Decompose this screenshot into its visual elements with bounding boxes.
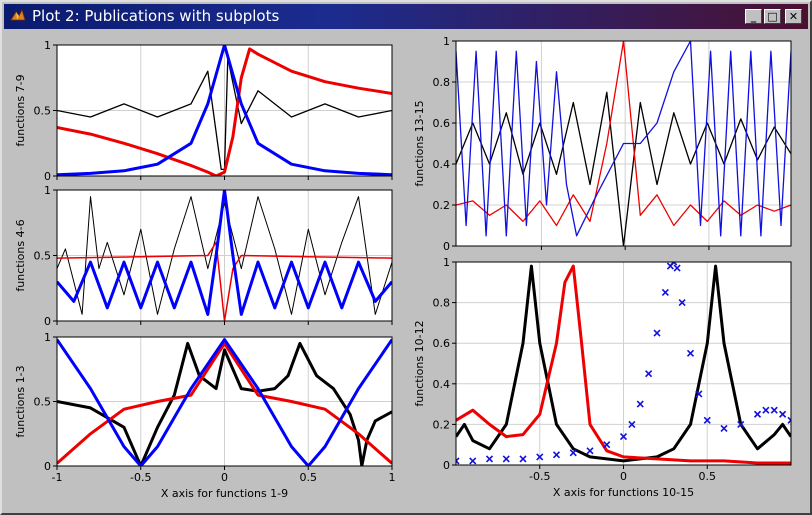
x-marker bbox=[661, 288, 669, 297]
x-marker bbox=[695, 390, 703, 398]
x-marker bbox=[787, 416, 791, 424]
close-button[interactable]: ✕ bbox=[785, 9, 802, 24]
x-marker bbox=[636, 400, 644, 408]
matlab-logo-icon bbox=[10, 8, 26, 21]
x-marker bbox=[653, 329, 661, 337]
series-2-line bbox=[57, 338, 392, 466]
series-group bbox=[57, 190, 392, 321]
series-group bbox=[456, 262, 791, 465]
y-axis-label: functions 7-9 bbox=[14, 74, 27, 146]
x-tick-label: 0 bbox=[221, 471, 228, 484]
x-marker bbox=[770, 406, 778, 414]
x-marker bbox=[502, 455, 510, 463]
y-tick-label: 0.6 bbox=[433, 117, 451, 130]
y-axis-label: functions 10-12 bbox=[413, 320, 426, 406]
series-1-line bbox=[456, 264, 791, 465]
x-marker bbox=[678, 299, 686, 307]
x-tick-label: -1 bbox=[52, 471, 63, 484]
x-marker bbox=[670, 262, 678, 266]
series-2-line bbox=[456, 41, 791, 237]
y-tick-label: 0.8 bbox=[433, 297, 451, 310]
series-1-line bbox=[57, 341, 392, 465]
x-marker bbox=[673, 264, 681, 272]
x-marker bbox=[552, 451, 561, 459]
x-axis-label: X axis for functions 1-9 bbox=[161, 487, 288, 500]
x-tick-label: -0.5 bbox=[130, 471, 151, 484]
series-group bbox=[456, 41, 791, 246]
x-axis-label: X axis for functions 10-15 bbox=[553, 486, 694, 499]
y-tick-label: 0 bbox=[44, 315, 51, 328]
y-tick-label: 1 bbox=[44, 331, 51, 344]
y-tick-label: 0.6 bbox=[433, 337, 451, 350]
y-tick-label: 0 bbox=[44, 460, 51, 473]
y-tick-label: 0.2 bbox=[433, 199, 451, 212]
x-marker bbox=[456, 457, 460, 465]
series-1-line bbox=[456, 41, 791, 227]
x-marker bbox=[586, 447, 594, 455]
x-marker bbox=[686, 349, 695, 357]
y-tick-label: 1 bbox=[44, 184, 51, 197]
x-marker bbox=[753, 410, 762, 418]
x-marker bbox=[485, 455, 494, 463]
x-tick-label: 0.5 bbox=[699, 470, 717, 483]
axes-functions-1-3: 0 0.5 1 -1 -0.5 0 0.5 1 functions 1-3 X axis for … bbox=[14, 331, 396, 500]
x-marker bbox=[703, 416, 711, 424]
axes-functions-7-9: 0 0.5 1 functions 7-9 bbox=[14, 39, 393, 183]
series-0-line bbox=[57, 196, 392, 315]
series-1-line bbox=[57, 241, 392, 321]
x-marker bbox=[762, 406, 770, 414]
x-marker bbox=[519, 455, 527, 463]
y-axis-label: functions 13-15 bbox=[413, 100, 426, 186]
y-tick-label: 1 bbox=[44, 39, 51, 52]
axes-functions-4-6: 0 0.5 1 functions 4-6 bbox=[14, 184, 393, 328]
x-marker bbox=[619, 433, 628, 441]
axes-functions-10-12: 0 0.2 0.4 0.6 0.8 1 -0.5 0 0.5 functions 10-12 X a… bbox=[413, 256, 792, 499]
x-marker bbox=[469, 457, 477, 465]
y-tick-label: 0.5 bbox=[34, 105, 52, 118]
y-tick-label: 0 bbox=[443, 240, 450, 253]
x-marker bbox=[628, 420, 636, 428]
series-2-line bbox=[57, 190, 392, 316]
x-tick-label: -0.5 bbox=[529, 470, 550, 483]
x-marker bbox=[569, 449, 577, 457]
x-marker bbox=[603, 441, 611, 449]
maximize-button[interactable]: □ bbox=[764, 9, 781, 24]
series-group bbox=[57, 338, 392, 466]
x-tick-label: 0.5 bbox=[300, 471, 318, 484]
y-tick-label: 0.4 bbox=[433, 378, 451, 391]
y-tick-label: 1 bbox=[443, 256, 450, 269]
y-tick-label: 1 bbox=[443, 35, 450, 48]
y-tick-label: 0.2 bbox=[433, 418, 451, 431]
axes-functions-13-15: 0 0.2 0.4 0.6 0.8 1 functions 13-15 bbox=[413, 35, 792, 253]
x-marker bbox=[645, 370, 653, 378]
minimize-button[interactable]: _ bbox=[745, 9, 762, 24]
x-marker bbox=[737, 420, 745, 428]
series-2-markers bbox=[456, 262, 791, 465]
x-tick-label: 0 bbox=[620, 470, 627, 483]
series-group bbox=[57, 45, 392, 176]
axes-frame bbox=[455, 40, 792, 247]
x-marker bbox=[779, 410, 787, 418]
y-axis-label: functions 4-6 bbox=[14, 219, 27, 291]
y-tick-label: 0.5 bbox=[34, 396, 52, 409]
title-bar[interactable]: Plot 2: Publications with subplots _ □ ✕ bbox=[4, 4, 808, 29]
y-tick-label: 0.5 bbox=[34, 250, 52, 263]
series-2-line bbox=[57, 45, 392, 176]
window-title: Plot 2: Publications with subplots bbox=[32, 7, 280, 25]
x-tick-label: 1 bbox=[389, 471, 396, 484]
x-marker bbox=[536, 453, 544, 461]
y-tick-label: 0 bbox=[44, 170, 51, 183]
y-tick-label: 0 bbox=[443, 459, 450, 472]
x-marker bbox=[720, 424, 728, 433]
y-tick-label: 0.8 bbox=[433, 76, 451, 89]
y-tick-label: 0.4 bbox=[433, 158, 451, 171]
y-axis-label: functions 1-3 bbox=[14, 365, 27, 437]
series-1-line bbox=[57, 47, 392, 176]
